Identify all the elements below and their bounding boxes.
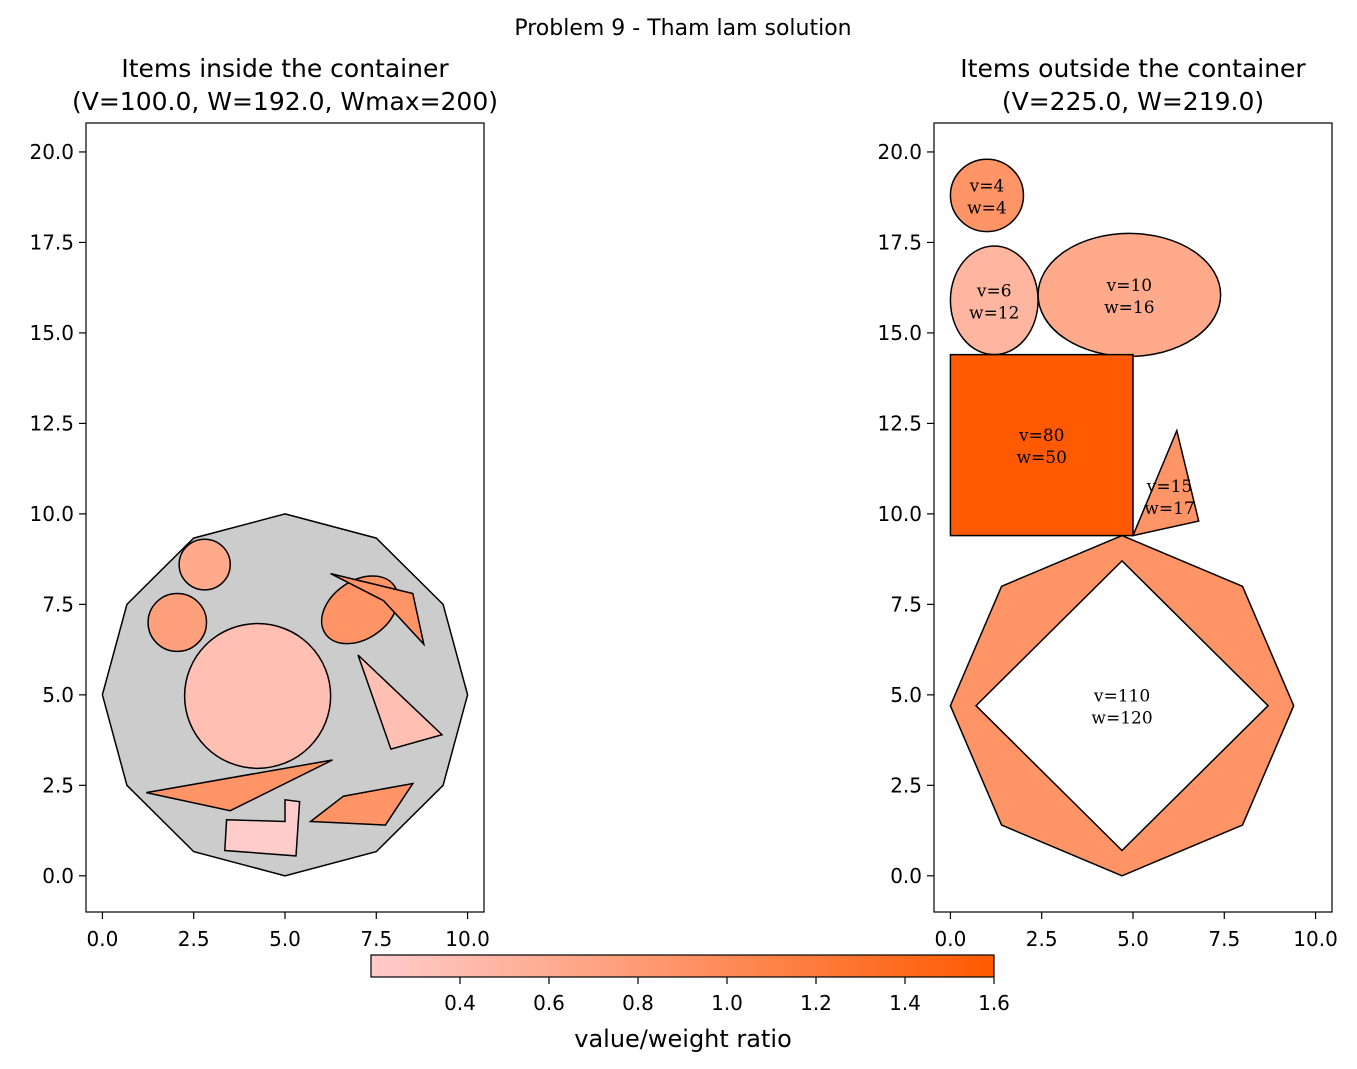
item-6-weight-label: w=120 bbox=[1091, 709, 1152, 729]
colorbar-tick-label: 1.0 bbox=[711, 991, 743, 1015]
item-2-circle bbox=[178, 538, 231, 591]
right-title-line1: Items outside the container bbox=[960, 54, 1306, 83]
item-6-ring-hole bbox=[974, 559, 1270, 852]
colorbar-ticks: 0.4 0.6 0.8 1.0 1.2 1.4 1.6 bbox=[444, 977, 1010, 1015]
y-tick-label: 12.5 bbox=[877, 411, 922, 435]
item-5-value-label: v=15 bbox=[1146, 477, 1192, 497]
x-tick-label: 10.0 bbox=[445, 927, 490, 951]
y-tick-label: 2.5 bbox=[890, 773, 922, 797]
x-tick-label: 2.5 bbox=[178, 927, 210, 951]
y-tick-label: 15.0 bbox=[29, 321, 74, 345]
x-tick-label: 10.0 bbox=[1293, 927, 1338, 951]
colorbar bbox=[370, 954, 995, 978]
x-tick-label: 0.0 bbox=[87, 927, 119, 951]
x-tick-label: 7.5 bbox=[1208, 927, 1240, 951]
y-tick-label: 0.0 bbox=[890, 864, 922, 888]
y-tick-label: 12.5 bbox=[29, 411, 74, 435]
y-tick-label: 0.0 bbox=[42, 864, 74, 888]
item-5-polygon bbox=[330, 572, 426, 647]
y-tick-label: 5.0 bbox=[42, 683, 74, 707]
item-9-polygon bbox=[224, 798, 301, 857]
colorbar-tick-label: 0.8 bbox=[622, 991, 654, 1015]
y-tick-label: 7.5 bbox=[42, 592, 74, 616]
item-3-weight-label: w=16 bbox=[1104, 298, 1154, 318]
y-tick-label: 15.0 bbox=[877, 321, 922, 345]
y-tick-label: 10.0 bbox=[877, 502, 922, 526]
item-6-value-label: v=110 bbox=[1093, 687, 1150, 707]
colorbar-tick-label: 1.4 bbox=[889, 991, 921, 1015]
item-5-weight-label: w=17 bbox=[1144, 499, 1194, 519]
item-7-polygon bbox=[146, 759, 333, 812]
y-tick-label: 17.5 bbox=[877, 230, 922, 254]
right-title-line2: (V=225.0, W=219.0) bbox=[1002, 87, 1264, 116]
right-plot-area: v=4w=4 v=6w=12 v=10w=16 v=80w=50 v=15w=17 v=1… bbox=[877, 122, 1338, 951]
item-8-polygon bbox=[308, 782, 415, 826]
item-1-value-label: v=4 bbox=[969, 176, 1005, 196]
item-6-polygon bbox=[357, 654, 444, 751]
left-title-line2: (V=100.0, W=192.0, Wmax=200) bbox=[72, 87, 498, 116]
colorbar-tick-label: 0.4 bbox=[444, 991, 476, 1015]
item-1-weight-label: w=4 bbox=[967, 198, 1007, 218]
item-3-value-label: v=10 bbox=[1106, 276, 1152, 296]
x-tick-label: 7.5 bbox=[360, 927, 392, 951]
x-tick-label: 5.0 bbox=[269, 927, 301, 951]
colorbar-tick-label: 1.6 bbox=[978, 991, 1010, 1015]
left-title-line1: Items inside the container bbox=[121, 54, 449, 83]
colorbar-tick-label: 1.2 bbox=[800, 991, 832, 1015]
item-2-weight-label: w=12 bbox=[969, 303, 1019, 323]
figure-title: Problem 9 - Tham lam solution bbox=[514, 16, 851, 41]
item-4-value-label: v=80 bbox=[1018, 426, 1064, 446]
item-3-circle bbox=[147, 592, 208, 653]
colorbar-tick-label: 0.6 bbox=[533, 991, 565, 1015]
item-5-polygon bbox=[1131, 428, 1200, 537]
y-tick-label: 10.0 bbox=[29, 502, 74, 526]
left-plot-area: 0.0 2.5 5.0 7.5 10.0 0.0 2.5 5.0 7.5 10.0 12.5 15.0… bbox=[29, 122, 490, 951]
colorbar-label: value/weight ratio bbox=[574, 1025, 792, 1053]
y-tick-label: 2.5 bbox=[42, 773, 74, 797]
item-1-circle bbox=[949, 158, 1025, 233]
y-tick-label: 20.0 bbox=[29, 140, 74, 164]
y-tick-label: 17.5 bbox=[29, 230, 74, 254]
x-tick-label: 2.5 bbox=[1026, 927, 1058, 951]
y-tick-label: 7.5 bbox=[890, 592, 922, 616]
item-2-value-label: v=6 bbox=[976, 281, 1012, 301]
y-tick-label: 5.0 bbox=[890, 683, 922, 707]
item-4-weight-label: w=50 bbox=[1016, 448, 1066, 468]
x-tick-label: 5.0 bbox=[1117, 927, 1149, 951]
y-tick-label: 20.0 bbox=[877, 140, 922, 164]
item-1-circle bbox=[183, 622, 332, 770]
x-tick-label: 0.0 bbox=[935, 927, 967, 951]
item-4-rect bbox=[949, 353, 1134, 537]
